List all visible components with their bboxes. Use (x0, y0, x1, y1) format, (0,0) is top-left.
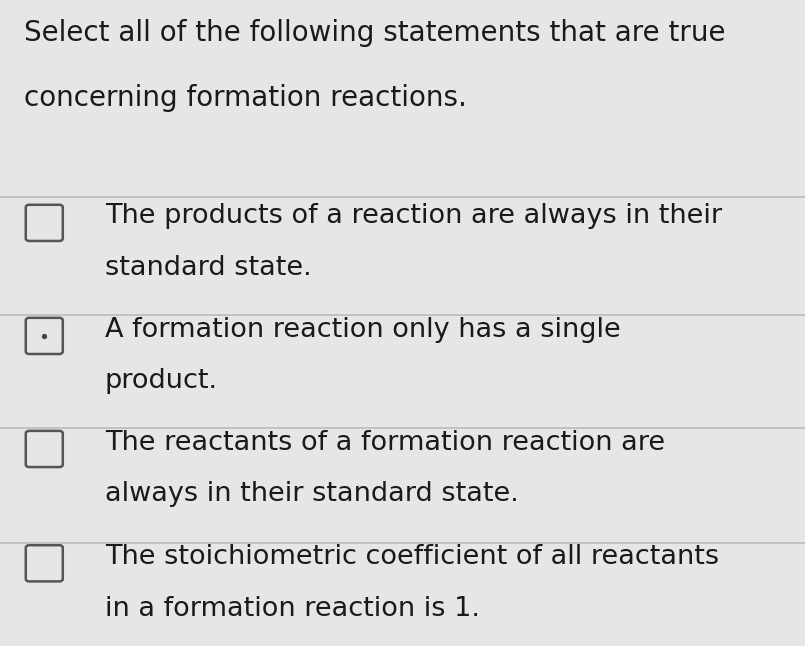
Text: always in their standard state.: always in their standard state. (105, 481, 518, 507)
Text: concerning formation reactions.: concerning formation reactions. (24, 84, 467, 112)
Text: The reactants of a formation reaction are: The reactants of a formation reaction ar… (105, 430, 665, 455)
Text: Select all of the following statements that are true: Select all of the following statements t… (24, 19, 725, 47)
Text: product.: product. (105, 368, 217, 394)
Text: The stoichiometric coefficient of all reactants: The stoichiometric coefficient of all re… (105, 544, 719, 570)
Text: A formation reaction only has a single: A formation reaction only has a single (105, 317, 621, 342)
Text: The products of a reaction are always in their: The products of a reaction are always in… (105, 203, 722, 229)
Text: in a formation reaction is 1.: in a formation reaction is 1. (105, 596, 480, 621)
Text: standard state.: standard state. (105, 255, 312, 281)
